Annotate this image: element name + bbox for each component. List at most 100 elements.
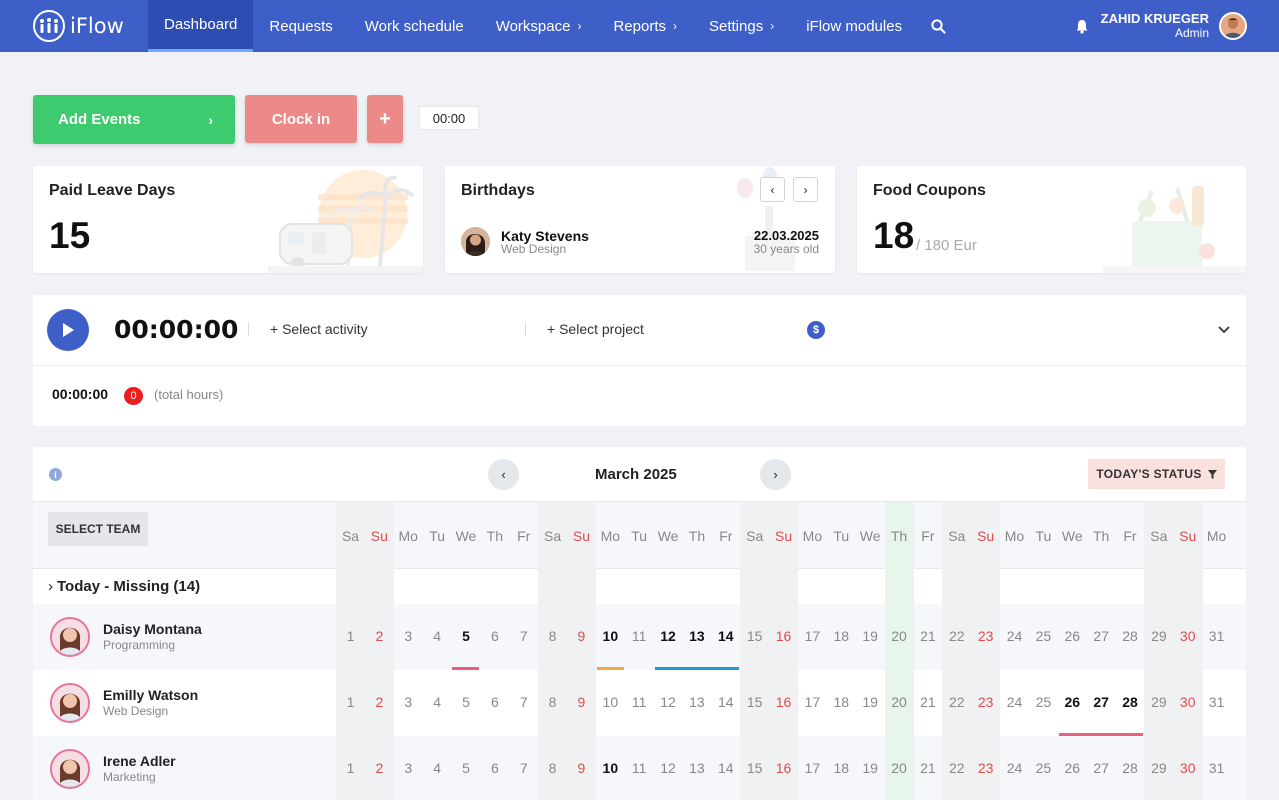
day-cell[interactable]: 8 bbox=[548, 694, 557, 710]
day-cell[interactable]: 9 bbox=[577, 628, 586, 644]
day-cell[interactable]: 7 bbox=[519, 694, 528, 710]
avatar[interactable] bbox=[50, 749, 90, 789]
day-cell[interactable]: 29 bbox=[1151, 628, 1167, 644]
day-cell[interactable]: 22 bbox=[948, 628, 965, 644]
prev-month-button[interactable]: ‹ bbox=[488, 459, 519, 490]
day-cell[interactable]: 23 bbox=[977, 694, 994, 710]
day-cell[interactable]: 24 bbox=[1006, 694, 1023, 710]
select-team-button[interactable]: SELECT TEAM bbox=[48, 512, 148, 546]
select-project-button[interactable]: + Select project bbox=[547, 321, 644, 337]
day-cell[interactable]: 29 bbox=[1151, 760, 1167, 776]
day-cell[interactable]: 20 bbox=[891, 628, 907, 644]
day-cell[interactable]: 12 bbox=[660, 628, 676, 644]
employee-name[interactable]: Daisy Montana bbox=[103, 621, 202, 637]
play-button[interactable] bbox=[47, 309, 89, 351]
day-cell[interactable]: 30 bbox=[1179, 694, 1196, 710]
food-coupons-card[interactable]: Food Coupons 18 / 180 Eur bbox=[857, 166, 1246, 273]
day-cell[interactable]: 10 bbox=[602, 760, 619, 776]
add-events-button[interactable]: Add Events › bbox=[33, 95, 235, 144]
day-cell[interactable]: 4 bbox=[433, 760, 441, 776]
day-cell[interactable]: 20 bbox=[891, 760, 907, 776]
day-cell[interactable]: 23 bbox=[977, 760, 994, 776]
search-button[interactable] bbox=[918, 0, 958, 52]
day-cell[interactable]: 27 bbox=[1093, 628, 1109, 644]
day-cell[interactable]: 18 bbox=[833, 694, 850, 710]
day-cell[interactable]: 31 bbox=[1208, 760, 1225, 776]
nav-item-iflow-modules[interactable]: iFlow modules bbox=[790, 0, 918, 52]
info-icon[interactable]: i bbox=[49, 468, 62, 481]
day-cell[interactable]: 16 bbox=[775, 628, 792, 644]
day-cell[interactable]: 22 bbox=[948, 760, 965, 776]
day-cell[interactable]: 18 bbox=[833, 628, 850, 644]
clock-in-button[interactable]: Clock in bbox=[245, 95, 357, 143]
day-cell[interactable]: 31 bbox=[1208, 628, 1225, 644]
day-cell[interactable]: 19 bbox=[862, 760, 878, 776]
day-cell[interactable]: 25 bbox=[1035, 760, 1052, 776]
day-cell[interactable]: 24 bbox=[1006, 760, 1023, 776]
nav-item-reports[interactable]: Reports › bbox=[597, 0, 693, 52]
day-cell[interactable]: 21 bbox=[920, 694, 936, 710]
day-cell[interactable]: 17 bbox=[804, 694, 821, 710]
day-cell[interactable]: 15 bbox=[746, 760, 763, 776]
todays-status-button[interactable]: TODAY'S STATUS bbox=[1088, 459, 1225, 489]
next-month-button[interactable]: › bbox=[760, 459, 791, 490]
avatar[interactable] bbox=[50, 683, 90, 723]
day-cell[interactable]: 26 bbox=[1064, 760, 1081, 776]
employee-name[interactable]: Emilly Watson bbox=[103, 687, 199, 703]
day-cell[interactable]: 27 bbox=[1093, 694, 1109, 710]
day-cell[interactable]: 4 bbox=[433, 694, 441, 710]
day-cell[interactable]: 3 bbox=[404, 760, 413, 776]
day-cell[interactable]: 17 bbox=[804, 760, 821, 776]
employee-name[interactable]: Irene Adler bbox=[103, 753, 176, 769]
avatar[interactable] bbox=[461, 227, 490, 256]
day-cell[interactable]: 30 bbox=[1179, 628, 1196, 644]
day-cell[interactable]: 28 bbox=[1122, 760, 1138, 776]
day-cell[interactable]: 8 bbox=[548, 760, 557, 776]
day-cell[interactable]: 18 bbox=[833, 760, 850, 776]
day-cell[interactable]: 17 bbox=[804, 628, 821, 644]
day-cell[interactable]: 1 bbox=[346, 694, 355, 710]
birthday-next-button[interactable]: › bbox=[793, 177, 818, 202]
bell-icon[interactable] bbox=[1075, 19, 1089, 34]
day-cell[interactable]: 11 bbox=[631, 628, 647, 644]
day-cell[interactable]: 27 bbox=[1093, 760, 1109, 776]
day-cell[interactable]: 28 bbox=[1122, 628, 1138, 644]
day-cell[interactable]: 15 bbox=[746, 694, 763, 710]
plus-button[interactable]: + bbox=[367, 95, 403, 143]
user-avatar[interactable] bbox=[1219, 12, 1247, 40]
day-cell[interactable]: 19 bbox=[862, 628, 878, 644]
day-cell[interactable]: 20 bbox=[891, 694, 907, 710]
day-cell[interactable]: 12 bbox=[660, 694, 676, 710]
day-cell[interactable]: 12 bbox=[660, 760, 676, 776]
day-cell[interactable]: 25 bbox=[1035, 628, 1052, 644]
billable-dollar-icon[interactable]: $ bbox=[807, 321, 825, 339]
day-cell[interactable]: 7 bbox=[519, 760, 528, 776]
day-cell[interactable]: 14 bbox=[718, 628, 734, 644]
day-cell[interactable]: 22 bbox=[948, 694, 965, 710]
nav-item-dashboard[interactable]: Dashboard bbox=[148, 0, 254, 52]
day-cell[interactable]: 10 bbox=[602, 694, 619, 710]
day-cell[interactable]: 28 bbox=[1122, 694, 1138, 710]
day-cell[interactable]: 2 bbox=[375, 694, 384, 710]
birthday-prev-button[interactable]: ‹ bbox=[760, 177, 785, 202]
day-cell[interactable]: 9 bbox=[577, 694, 586, 710]
day-cell[interactable]: 8 bbox=[548, 628, 557, 644]
day-cell[interactable]: 15 bbox=[746, 628, 763, 644]
day-cell[interactable]: 30 bbox=[1179, 760, 1196, 776]
day-cell[interactable]: 6 bbox=[490, 628, 499, 644]
day-cell[interactable]: 26 bbox=[1064, 628, 1081, 644]
day-cell[interactable]: 5 bbox=[462, 628, 470, 644]
day-cell[interactable]: 25 bbox=[1035, 694, 1052, 710]
day-cell[interactable]: 6 bbox=[490, 760, 499, 776]
day-cell[interactable]: 1 bbox=[346, 760, 355, 776]
nav-item-requests[interactable]: Requests bbox=[253, 0, 348, 52]
user-info[interactable]: ZAHID KRUEGER Admin bbox=[1101, 12, 1209, 41]
avatar[interactable] bbox=[50, 617, 90, 657]
day-cell[interactable]: 26 bbox=[1064, 694, 1081, 710]
day-cell[interactable]: 9 bbox=[577, 760, 586, 776]
day-cell[interactable]: 2 bbox=[375, 628, 384, 644]
day-cell[interactable]: 24 bbox=[1006, 628, 1023, 644]
logo[interactable]: iFlow bbox=[33, 10, 148, 42]
day-cell[interactable]: 29 bbox=[1151, 694, 1167, 710]
day-cell[interactable]: 16 bbox=[775, 760, 792, 776]
